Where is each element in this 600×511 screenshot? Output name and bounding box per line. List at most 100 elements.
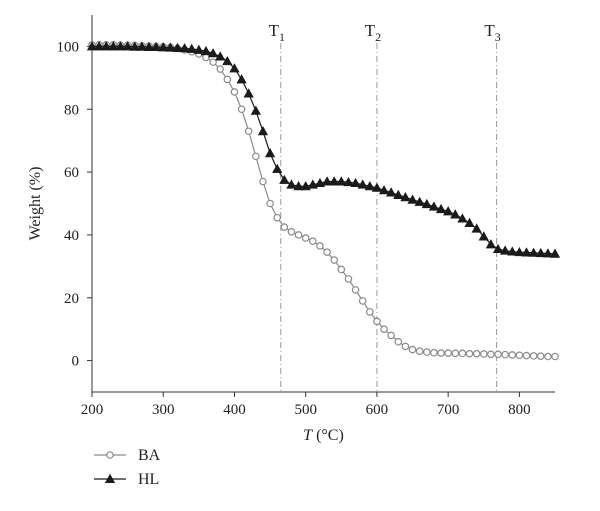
data-point-hl <box>215 51 226 61</box>
data-point-hl <box>129 41 140 51</box>
data-point-hl <box>378 185 390 195</box>
data-point-hl <box>542 248 553 258</box>
data-point-ba <box>472 349 481 358</box>
data-point-ba <box>536 352 545 360</box>
data-point-ba <box>287 227 296 236</box>
data-point-hl <box>357 179 368 189</box>
data-point-hl <box>229 63 240 73</box>
data-point-ba <box>309 237 317 246</box>
y-tick-label: 60 <box>64 165 79 181</box>
data-point-hl <box>443 206 454 216</box>
data-point-hl <box>414 196 425 206</box>
data-point-hl <box>172 42 183 52</box>
y-tick-label: 100 <box>57 39 80 55</box>
data-point-hl <box>122 41 133 51</box>
data-point-hl <box>108 41 119 51</box>
data-point-ba <box>408 345 417 354</box>
data-point-ba <box>209 58 217 66</box>
legend: BA HL <box>94 447 161 488</box>
data-point-ba <box>252 152 260 161</box>
data-point-hl <box>521 247 532 257</box>
data-point-hl <box>407 194 418 204</box>
data-point-hl <box>193 44 204 54</box>
data-point-ba <box>373 317 381 326</box>
data-point-hl <box>300 181 311 191</box>
threshold-label-1: T1 <box>269 21 285 44</box>
data-point-ba <box>479 350 488 358</box>
data-point-ba <box>430 348 438 357</box>
x-tick-label: 200 <box>81 402 104 418</box>
data-point-hl <box>186 43 197 53</box>
data-point-hl <box>514 246 525 257</box>
data-point-ba <box>216 65 225 73</box>
data-point-ba <box>551 352 559 361</box>
data-point-hl <box>200 45 212 56</box>
data-point-hl <box>386 187 397 197</box>
data-point-hl <box>179 43 190 53</box>
data-point-hl <box>314 177 326 188</box>
data-point-hl <box>457 213 468 223</box>
data-point-hl <box>400 191 411 202</box>
data-point-ba <box>437 349 445 357</box>
y-tick-label: 80 <box>64 102 79 118</box>
data-point-hl <box>500 245 511 255</box>
data-point-hl <box>350 177 361 188</box>
x-tick-label: 700 <box>437 402 460 418</box>
data-point-hl <box>492 243 504 254</box>
data-point-hl <box>272 163 283 173</box>
data-point-hl <box>507 246 518 256</box>
data-point-ba <box>223 75 232 84</box>
data-point-hl <box>101 41 112 51</box>
data-point-ba <box>422 348 431 356</box>
data-point-hl <box>435 203 447 214</box>
y-axis-title: Weight (%) <box>27 167 44 241</box>
data-point-hl <box>264 148 276 158</box>
data-point-hl <box>485 239 497 249</box>
data-point-hl <box>528 247 539 257</box>
data-point-ba <box>244 127 253 136</box>
data-point-ba <box>323 248 331 256</box>
threshold-label-3: T3 <box>484 21 500 44</box>
data-point-hl <box>450 209 461 219</box>
data-point-hl <box>371 182 383 192</box>
x-tick-label: 300 <box>152 402 175 418</box>
data-point-hl <box>421 198 432 209</box>
data-point-hl <box>464 217 475 227</box>
data-point-ba <box>230 88 239 96</box>
data-point-ba <box>444 349 452 357</box>
data-point-ba <box>458 349 467 358</box>
data-point-ba <box>266 199 274 208</box>
x-axis-title: T (°C) <box>303 427 344 444</box>
data-point-hl <box>150 41 162 52</box>
data-point-hl <box>207 48 219 58</box>
series-line-ba <box>92 44 555 358</box>
data-point-hl <box>136 41 147 51</box>
y-tick-label: 0 <box>72 354 80 370</box>
data-point-hl <box>321 176 333 186</box>
data-point-ba <box>316 242 324 250</box>
data-point-ba <box>344 275 353 283</box>
x-tick-label: 500 <box>294 402 317 418</box>
data-point-ba <box>202 53 210 62</box>
x-tick-label: 800 <box>508 402 531 418</box>
data-point-ba <box>465 349 474 358</box>
data-point-hl <box>94 41 105 51</box>
data-point-hl <box>243 88 254 98</box>
x-axis-title-symbol: T <box>303 427 313 444</box>
data-point-hl <box>393 189 404 199</box>
data-point-ba <box>501 350 509 359</box>
data-point-ba <box>401 342 410 351</box>
data-point-hl <box>364 181 375 191</box>
data-point-hl <box>236 74 247 84</box>
data-point-ba <box>330 256 338 264</box>
data-point-hl <box>257 126 269 136</box>
x-tick-label: 600 <box>366 402 389 418</box>
data-point-ba <box>273 213 282 222</box>
x-axis-title-unit: (°C) <box>312 427 344 444</box>
plot-area: 200 300 400 500 600 700 800 0 20 40 60 80 100 T (°C) W… <box>27 15 561 444</box>
data-point-hl <box>343 176 354 187</box>
data-point-ba <box>494 350 502 359</box>
data-point-ba <box>522 351 531 360</box>
